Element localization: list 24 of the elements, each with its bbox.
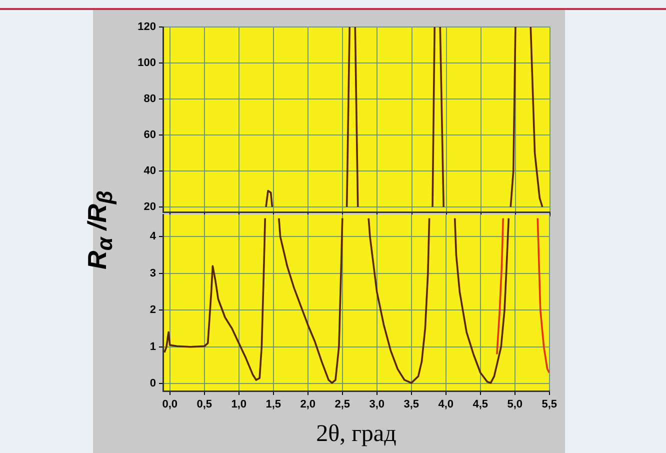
x-tick-label: 4,0 [438, 398, 454, 411]
y-tick-label: 100 [138, 57, 156, 70]
x-tick-label: 3,0 [369, 398, 385, 411]
x-tick-label: 0,0 [162, 398, 178, 411]
x-tick-label: 0,5 [196, 398, 212, 411]
x-tick-label: 3,5 [404, 398, 420, 411]
x-tick-label: 2,0 [300, 398, 316, 411]
y-tick-label: 0 [150, 378, 156, 390]
x-axis-title: 2θ, град [316, 420, 396, 447]
y-tick-label: 4 [150, 230, 157, 243]
y-tick-label: 40 [144, 165, 156, 178]
y-tick-label: 80 [144, 93, 156, 106]
x-tick-label: 1,0 [231, 398, 247, 411]
y-tick-label: 20 [144, 201, 156, 214]
x-tick-label: 5,5 [542, 398, 558, 411]
y-tick-label: 3 [150, 267, 156, 280]
x-tick-label: 1,5 [266, 398, 282, 411]
x-tick-label: 2,5 [334, 398, 350, 411]
y-tick-label: 120 [138, 21, 156, 34]
y-tick-label: 2 [150, 304, 156, 316]
y-tick-label: 1 [150, 340, 156, 353]
x-tick-label: 5,0 [507, 398, 523, 411]
y-tick-label: 60 [144, 129, 156, 142]
x-tick-label: 4,5 [472, 398, 488, 411]
